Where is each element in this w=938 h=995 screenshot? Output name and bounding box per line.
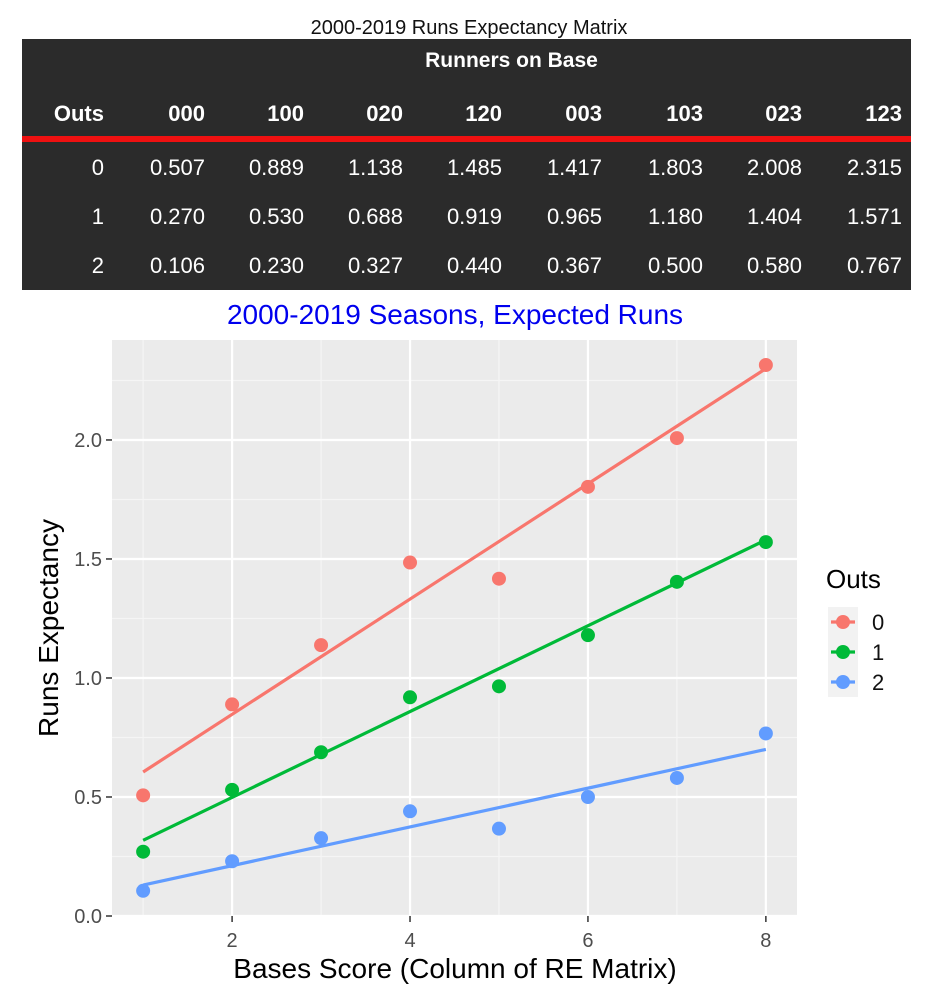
fit-line-outs-0 [142, 367, 767, 774]
chart-title: 2000-2019 Seasons, Expected Runs [227, 299, 683, 330]
table-cell: 0 [91, 155, 104, 180]
table-cell: 0.965 [546, 204, 602, 229]
table-cell: 0.230 [248, 253, 304, 278]
plot-panel [112, 340, 797, 916]
x-tick-label: 6 [582, 930, 593, 952]
x-tick-label: 2 [227, 930, 238, 952]
data-point-outs-2 [580, 789, 595, 804]
table-cell: 0.688 [347, 204, 403, 229]
table-column-header: Outs [53, 101, 104, 126]
table-cell: 0.500 [647, 253, 703, 278]
table-row: 1 0.270 0.530 0.688 0.919 0.965 1.180 1.404 1.57… [22, 200, 911, 234]
table-column-header: 120 [465, 101, 502, 126]
y-tick-label: 1.0 [74, 668, 102, 690]
data-point-outs-1 [491, 679, 506, 694]
table-cell: 1 [91, 204, 104, 229]
table-cell: 1.571 [846, 204, 902, 229]
data-point-outs-2 [225, 854, 240, 869]
legend-label-outs-2: 2 [872, 670, 884, 695]
table-cell: 1.485 [446, 155, 502, 180]
legend-key-point [836, 615, 850, 629]
data-point-outs-2 [758, 726, 773, 741]
fit-lines [142, 367, 767, 887]
grid-minor [112, 340, 797, 916]
data-point-outs-1 [225, 782, 240, 797]
fit-line-outs-2 [142, 747, 767, 887]
data-point-outs-2 [136, 883, 151, 898]
table-cell: 0.889 [248, 155, 304, 180]
legend-key-point [836, 675, 850, 689]
table-cell: 2.008 [746, 155, 802, 180]
table-cell: 0.919 [446, 204, 502, 229]
data-point-outs-0 [314, 638, 329, 653]
legend-label-outs-0: 0 [872, 610, 884, 635]
table-cell: 2.315 [846, 155, 902, 180]
data-point-outs-0 [669, 431, 684, 446]
data-point-outs-1 [314, 745, 329, 760]
data-point-outs-2 [314, 831, 329, 846]
table-header-rule [22, 136, 911, 142]
data-point-outs-2 [491, 821, 506, 836]
data-point-outs-1 [758, 535, 773, 550]
fit-line-outs-1 [142, 538, 767, 842]
axes: 2 4 6 8 0.0 0.5 1.0 1.5 2.0 [74, 430, 771, 952]
data-point-outs-1 [403, 690, 418, 705]
table-column-header: 103 [666, 101, 703, 126]
legend-key-point [836, 645, 850, 659]
legend: Outs 0 1 2 [826, 564, 884, 697]
data-point-outs-0 [758, 357, 773, 372]
data-point-outs-0 [136, 788, 151, 803]
table-cell: 0.767 [846, 253, 902, 278]
x-tick-label: 4 [404, 930, 415, 952]
table-cell: 0.530 [248, 204, 304, 229]
y-tick-label: 0.5 [74, 787, 102, 809]
data-point-outs-1 [136, 844, 151, 859]
table-column-header-row: Outs 000 100 020 120 003 103 023 123 [22, 97, 911, 131]
table-cell: 0.106 [149, 253, 205, 278]
data-points [136, 357, 773, 898]
table-column-header: 000 [168, 101, 205, 126]
table-cell: 1.417 [546, 155, 602, 180]
y-tick-label: 0.0 [74, 906, 102, 928]
table-cell: 0.327 [347, 253, 403, 278]
table-row: 2 0.106 0.230 0.327 0.440 0.367 0.500 0.580 0.76… [22, 249, 911, 283]
table-column-header: 123 [865, 101, 902, 126]
table-cell: 1.138 [347, 155, 403, 180]
data-point-outs-0 [580, 479, 595, 494]
data-point-outs-1 [580, 628, 595, 643]
data-point-outs-0 [225, 697, 240, 712]
data-point-outs-2 [669, 770, 684, 785]
data-point-outs-1 [669, 574, 684, 589]
data-point-outs-0 [403, 555, 418, 570]
table-column-header: 023 [765, 101, 802, 126]
table-cell: 1.404 [746, 204, 802, 229]
table-cell: 0.367 [546, 253, 602, 278]
table-cell: 0.270 [149, 204, 205, 229]
table-cell: 1.180 [647, 204, 703, 229]
data-point-outs-2 [403, 804, 418, 819]
table-column-header: 020 [366, 101, 403, 126]
y-tick-label: 1.5 [74, 549, 102, 571]
table-column-header: 100 [267, 101, 304, 126]
x-axis-label: Bases Score (Column of RE Matrix) [233, 953, 676, 984]
legend-label-outs-1: 1 [872, 640, 884, 665]
runs-expectancy-table: Runners on Base Outs 000 100 020 120 003 103 02… [22, 39, 911, 290]
table-column-header: 003 [565, 101, 602, 126]
table-cell: 0.507 [149, 155, 205, 180]
x-tick-label: 8 [760, 930, 771, 952]
table-spanner-header: Runners on Base [425, 49, 598, 72]
table-cell: 0.440 [446, 253, 502, 278]
table-cell: 0.580 [746, 253, 802, 278]
data-point-outs-0 [491, 571, 506, 586]
table-cell: 2 [91, 253, 104, 278]
table-cell: 1.803 [647, 155, 703, 180]
legend-title: Outs [826, 564, 881, 594]
table-row: 0 0.507 0.889 1.138 1.485 1.417 1.803 2.008 2.31… [22, 151, 911, 185]
y-axis-label: Runs Expectancy [33, 519, 64, 737]
y-tick-label: 2.0 [74, 430, 102, 452]
table-title: 2000-2019 Runs Expectancy Matrix [310, 17, 628, 39]
